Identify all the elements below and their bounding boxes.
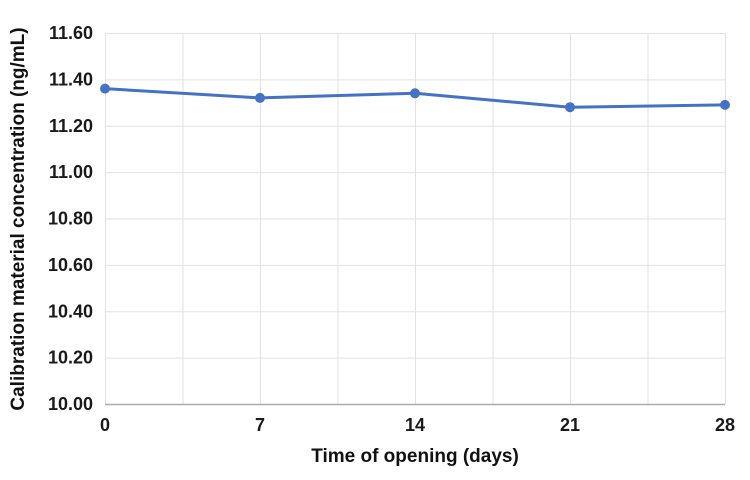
y-tick-label: 10.00 <box>48 394 93 414</box>
y-tick-label: 10.40 <box>48 301 93 321</box>
x-tick-label: 28 <box>715 415 735 435</box>
y-tick-label: 11.60 <box>49 23 93 43</box>
data-point-marker <box>410 88 420 99</box>
y-tick-label: 11.20 <box>49 116 93 136</box>
x-tick-label: 7 <box>255 415 265 435</box>
x-tick-label: 21 <box>560 415 580 435</box>
y-axis-title: Calibration material concentration (ng/m… <box>8 27 29 410</box>
data-point-marker <box>255 92 265 103</box>
y-tick-label: 10.80 <box>48 209 93 229</box>
y-tick-label: 10.20 <box>48 348 93 368</box>
y-tick-label: 10.60 <box>48 255 93 275</box>
series-group <box>100 83 730 113</box>
x-axis-title: Time of opening (days) <box>311 446 519 467</box>
data-point-marker <box>100 83 110 94</box>
y-tick-label: 11.40 <box>49 69 93 89</box>
data-point-marker <box>565 102 575 113</box>
data-point-marker <box>720 99 730 110</box>
y-tick-label: 11.00 <box>49 162 93 182</box>
tick-labels-group: 10.00 10.20 10.40 10.60 10.80 11.00 11.20 11.40… <box>48 23 735 435</box>
x-tick-label: 14 <box>405 415 425 435</box>
x-tick-label: 0 <box>100 415 110 435</box>
